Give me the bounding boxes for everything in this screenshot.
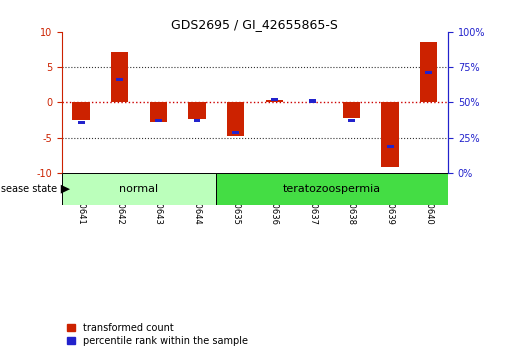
Legend: transformed count, percentile rank within the sample: transformed count, percentile rank withi… (66, 323, 248, 346)
Bar (343, 102, 360, 118)
Text: teratozoospermia: teratozoospermia (283, 184, 381, 194)
Bar (266, 100, 283, 102)
Bar (227, 102, 244, 136)
Bar (194, 119, 200, 122)
Bar (387, 145, 393, 148)
Bar (310, 99, 316, 103)
Bar (188, 102, 205, 119)
Bar (155, 119, 162, 122)
Bar (116, 78, 123, 81)
Bar (348, 119, 355, 122)
Bar (150, 102, 167, 122)
Bar (232, 131, 239, 134)
Bar (73, 102, 90, 120)
Bar (111, 52, 128, 102)
Bar (62, 173, 216, 205)
Bar (382, 102, 399, 167)
Title: GDS2695 / GI_42655865-S: GDS2695 / GI_42655865-S (171, 18, 338, 31)
Bar (216, 173, 448, 205)
Bar (420, 42, 437, 102)
Text: disease state: disease state (0, 184, 57, 194)
Bar (271, 98, 278, 101)
Bar (78, 121, 84, 124)
Bar (425, 70, 432, 74)
Text: normal: normal (119, 184, 159, 194)
